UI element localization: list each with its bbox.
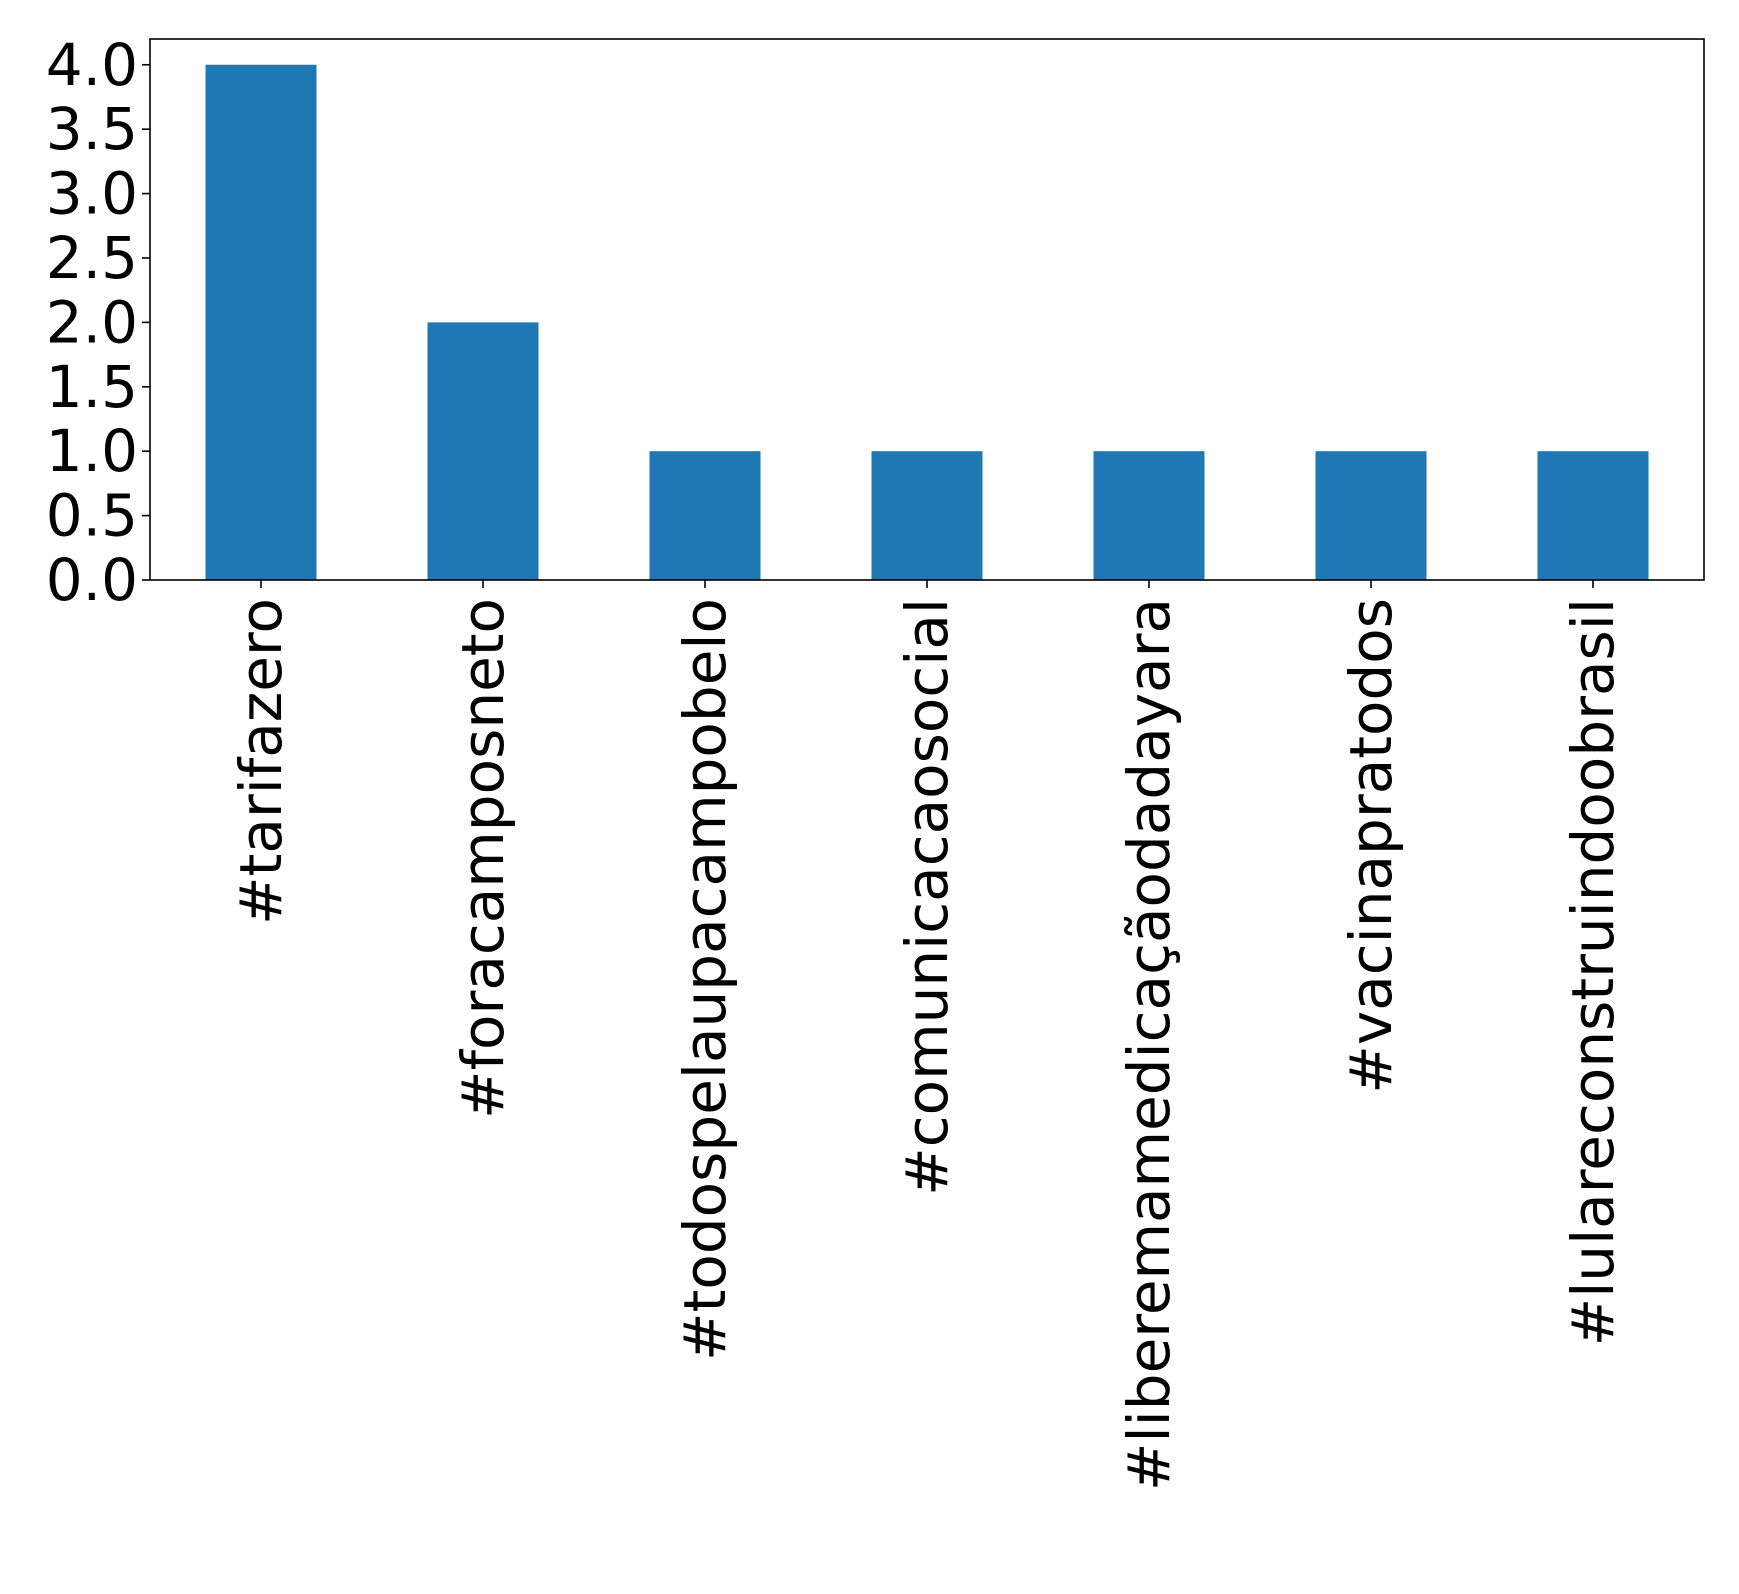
x-tick-label: #vacinapratodos [1337, 598, 1405, 1094]
x-tick-label: #tarifazero [227, 598, 295, 925]
y-tick-label: 0.5 [46, 482, 138, 550]
bar-1 [205, 64, 317, 580]
bar-3 [649, 451, 761, 580]
y-axis: 0.00.51.01.52.02.53.03.54.0 [46, 31, 150, 614]
plot-frame [149, 38, 1705, 581]
bar-7 [1537, 451, 1649, 580]
y-tick-label: 4.0 [46, 31, 138, 99]
x-axis: #tarifazero #foracamposneto #todospelaupac… [227, 580, 1627, 1491]
bar-4 [871, 451, 983, 580]
x-tick-label: #liberemamedicaçãodadayara [1115, 598, 1183, 1491]
x-tick-label: #foracamposneto [449, 598, 517, 1119]
y-tick-label: 2.0 [46, 288, 138, 356]
bar-6 [1315, 451, 1427, 580]
y-tick-label: 1.0 [46, 417, 138, 485]
y-tick-label: 2.5 [46, 224, 138, 292]
y-tick-label: 1.5 [46, 353, 138, 421]
y-tick-label: 3.0 [46, 160, 138, 228]
bars-group [205, 64, 1649, 580]
y-tick-label: 3.5 [46, 95, 138, 163]
bar-2 [427, 322, 539, 580]
x-tick-label: #todospelaupacampobelo [671, 598, 739, 1361]
x-tick-label: #lulareconstruindoobrasil [1559, 598, 1627, 1346]
y-tick-label: 0.0 [46, 546, 138, 614]
x-tick-label: #comunicacaosocial [893, 598, 961, 1196]
bar-5 [1093, 451, 1205, 580]
